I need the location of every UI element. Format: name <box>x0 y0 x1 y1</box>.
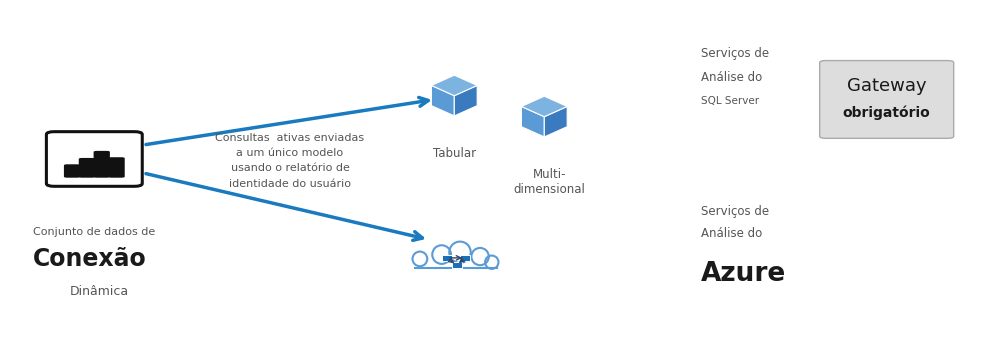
Text: obrigatório: obrigatório <box>843 106 931 120</box>
Polygon shape <box>432 85 454 116</box>
Polygon shape <box>432 75 477 96</box>
FancyBboxPatch shape <box>442 255 452 261</box>
FancyBboxPatch shape <box>451 262 462 268</box>
Ellipse shape <box>413 252 428 266</box>
Ellipse shape <box>472 248 489 265</box>
FancyBboxPatch shape <box>78 158 95 178</box>
Text: Gateway: Gateway <box>847 77 926 95</box>
Text: Tabular: Tabular <box>433 147 476 160</box>
Text: Análise do: Análise do <box>700 227 762 240</box>
FancyBboxPatch shape <box>93 151 110 178</box>
Ellipse shape <box>449 241 471 263</box>
Text: Análise do: Análise do <box>700 71 762 84</box>
FancyBboxPatch shape <box>820 61 954 138</box>
FancyBboxPatch shape <box>109 157 125 178</box>
Polygon shape <box>522 107 544 137</box>
Text: Dinâmica: Dinâmica <box>70 285 129 298</box>
Text: Serviços de: Serviços de <box>700 47 769 60</box>
FancyBboxPatch shape <box>46 132 142 186</box>
Ellipse shape <box>485 256 498 269</box>
FancyBboxPatch shape <box>460 255 470 261</box>
FancyBboxPatch shape <box>64 164 80 178</box>
Polygon shape <box>454 85 477 116</box>
Text: Conexão: Conexão <box>32 246 146 270</box>
Polygon shape <box>522 96 567 117</box>
Text: Conjunto de dados de: Conjunto de dados de <box>33 227 155 237</box>
Ellipse shape <box>433 245 451 264</box>
Ellipse shape <box>413 253 500 271</box>
Text: SQL Server: SQL Server <box>700 96 759 106</box>
Text: Serviços de: Serviços de <box>700 204 769 217</box>
Text: Azure: Azure <box>700 261 786 287</box>
Text: Consultas  ativas enviadas
a um único modelo
usando o relatório de
identidade do: Consultas ativas enviadas a um único mod… <box>216 133 365 189</box>
Text: Multi-
dimensional: Multi- dimensional <box>513 168 585 196</box>
Polygon shape <box>544 107 567 137</box>
